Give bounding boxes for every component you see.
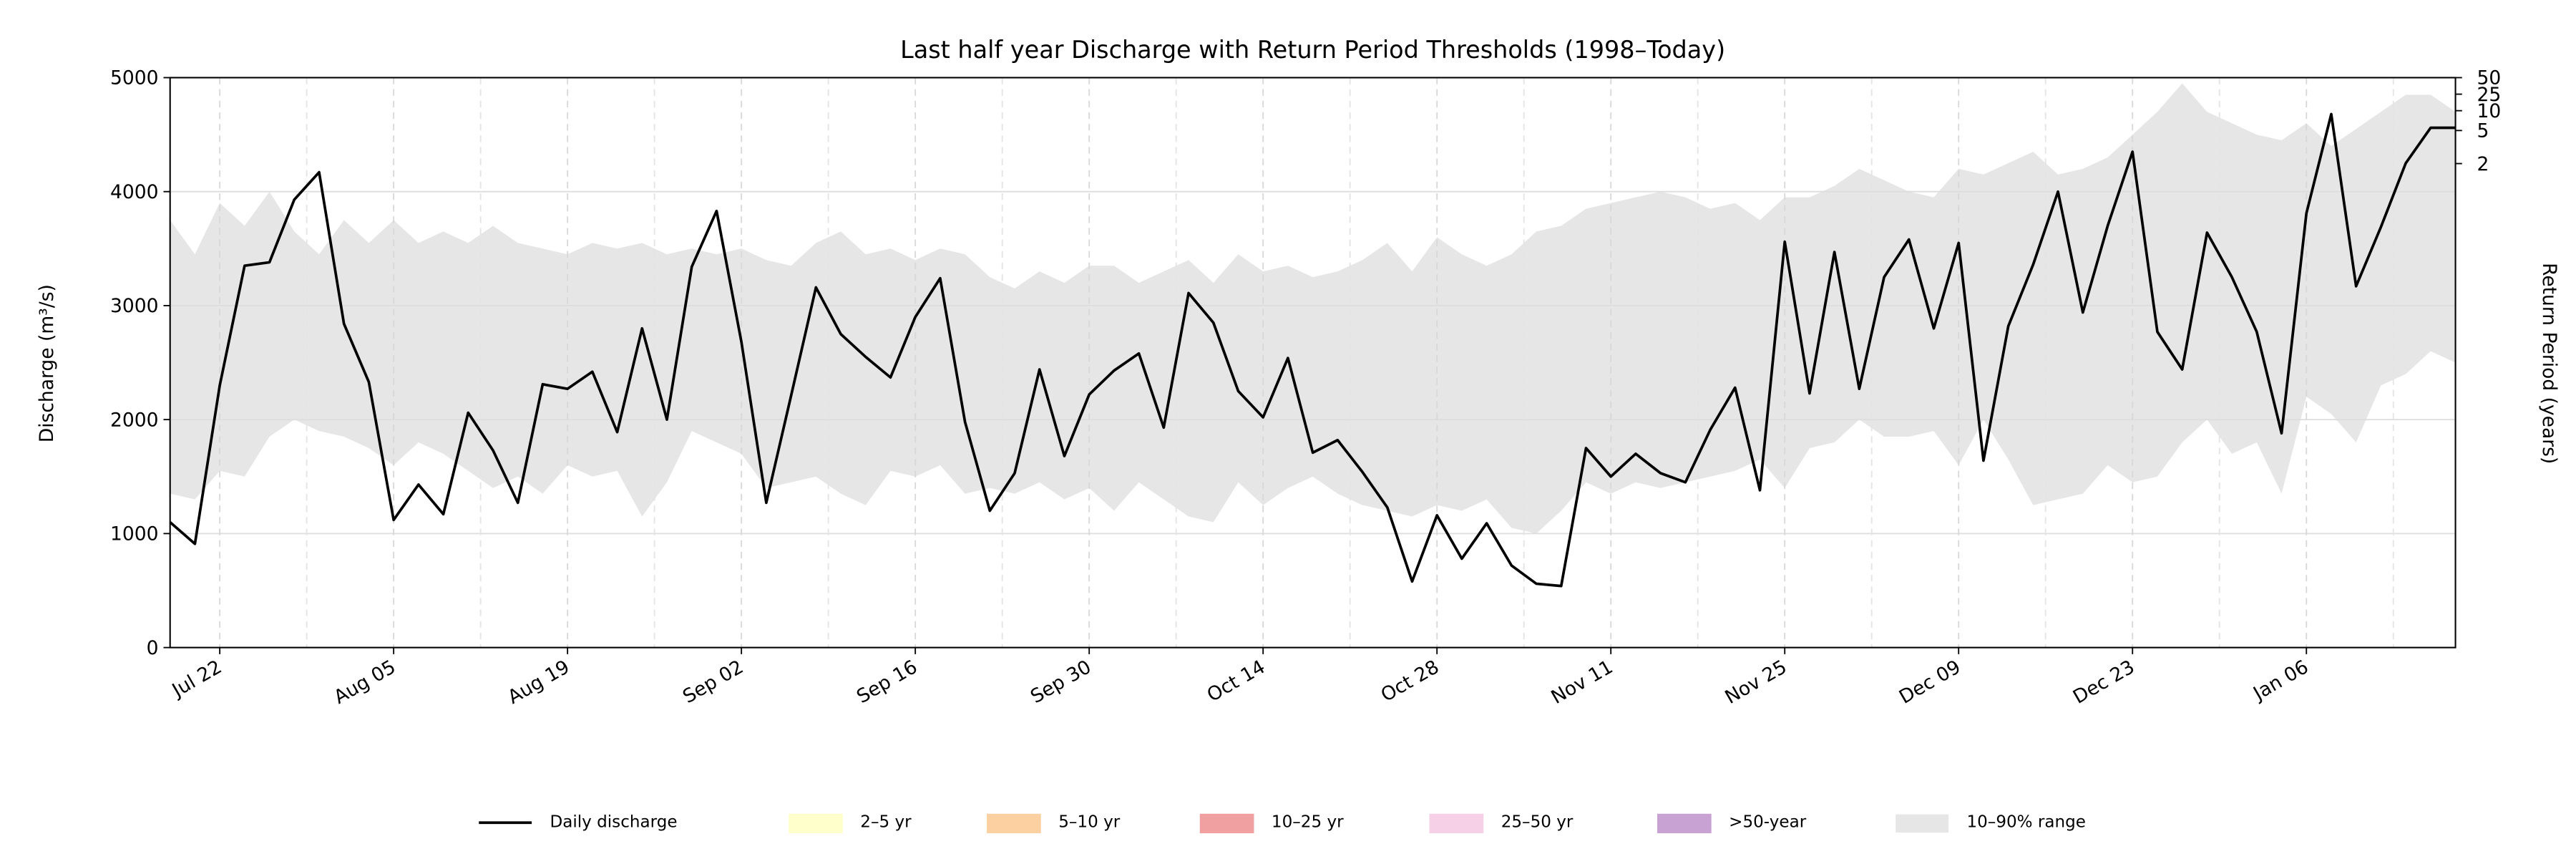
legend-label: 10–25 yr [1272,813,1344,832]
legend-swatch [1199,813,1254,833]
legend-swatch [1429,813,1484,833]
legend-swatch [1657,813,1712,833]
legend-swatch [789,813,843,833]
plot-frame [169,77,2457,649]
y2-axis-label: Return Period (years) [2538,263,2560,464]
y-tick-label: 5000 [110,67,158,89]
legend-label: 5–10 yr [1058,813,1121,832]
y2-tick-label: 10 [2477,100,2502,122]
y-tick-label: 3000 [110,295,158,317]
legend-label: 25–50 yr [1501,813,1574,832]
legend-label: >50-year [1729,813,1807,832]
y-tick-label: 4000 [110,181,158,203]
y-tick-label: 2000 [110,409,158,431]
y2-tick-label: 50 [2477,67,2502,89]
legend-swatch [1896,814,1949,833]
y-tick-label: 0 [147,637,159,659]
legend-label: 10–90% range [1966,813,2086,832]
y-tick-label: 1000 [110,523,158,545]
chart-title: Last half year Discharge with Return Per… [900,36,1725,64]
legend-label: 2–5 yr [860,813,912,832]
y2-tick-label: 25 [2477,84,2502,106]
y2-tick-label: 5 [2477,120,2489,142]
range-band [170,83,2456,534]
y2-tick-label: 2 [2477,153,2489,175]
legend-label: Daily discharge [550,813,677,832]
y-axis-label: Discharge (m³/s) [36,284,58,442]
legend-swatch [987,813,1041,833]
discharge-line [169,112,2456,588]
